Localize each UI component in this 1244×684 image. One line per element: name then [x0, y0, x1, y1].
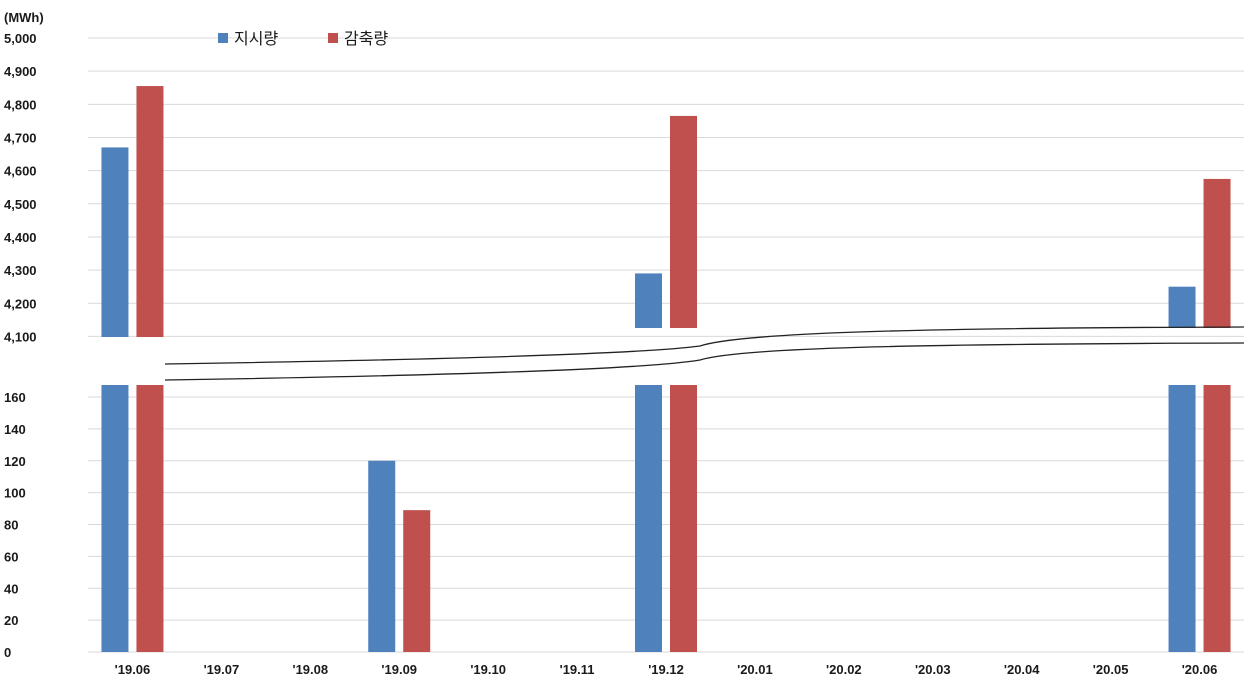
- bar-upper-segment: [101, 147, 129, 337]
- legend-swatch: [328, 33, 338, 43]
- bar-upper-segment: [1203, 178, 1231, 328]
- legend-label: 감축량: [344, 29, 388, 48]
- y-tick-lower: 60: [4, 549, 18, 564]
- legend-swatch: [218, 33, 228, 43]
- y-tick-upper: 4,200: [4, 296, 37, 311]
- bar-lower-segment: [1203, 385, 1231, 652]
- y-tick-upper: 4,600: [4, 164, 37, 179]
- bars: [101, 86, 1231, 652]
- gridlines: [88, 37, 1244, 653]
- y-tick-lower: 40: [4, 581, 18, 596]
- y-tick-lower: 100: [4, 486, 26, 501]
- y-tick-upper: 4,800: [4, 97, 37, 112]
- y-tick-lower: 20: [4, 613, 18, 628]
- bar-upper-segment: [1168, 286, 1196, 328]
- unit-label: (MWh): [4, 10, 44, 25]
- bar-lower-segment: [1168, 385, 1196, 652]
- y-tick-upper: 4,400: [4, 230, 37, 245]
- legend-label: 지시량: [234, 29, 278, 48]
- bar: [403, 510, 431, 652]
- axis-break-line-upper: [164, 326, 1244, 365]
- x-tick-label: '20.05: [1093, 662, 1129, 677]
- y-tick-upper: 5,000: [4, 31, 37, 46]
- bar-lower-segment: [635, 385, 662, 652]
- x-tick-label: '20.04: [1004, 662, 1040, 677]
- axis-break-line-lower: [164, 342, 1244, 381]
- x-tick-label: '19.09: [381, 662, 417, 677]
- x-tick-label: '19.08: [292, 662, 328, 677]
- y-tick-upper: 4,100: [4, 329, 37, 344]
- bar-upper-segment: [136, 86, 164, 337]
- x-tick-label: '20.03: [915, 662, 951, 677]
- y-tick-lower: 0: [4, 645, 11, 660]
- legend: 지시량 감축량: [218, 29, 388, 48]
- x-tick-label: '19.11: [560, 662, 595, 677]
- x-tick-label: '20.02: [826, 662, 862, 677]
- bar-lower-segment: [101, 385, 129, 652]
- y-tick-lower: 140: [4, 422, 26, 437]
- x-tick-label: '19.10: [470, 662, 506, 677]
- axis-break: [164, 326, 1244, 381]
- x-tick-label: '19.07: [204, 662, 240, 677]
- y-axis-ticks: 4,100 4,200 4,300 4,400 4,500 4,600 4,700 4,800…: [4, 31, 37, 660]
- bar: [368, 460, 396, 652]
- bar-lower-segment: [136, 385, 164, 652]
- y-tick-upper: 4,700: [4, 130, 37, 145]
- bar-upper-segment: [670, 115, 697, 328]
- x-tick-label: '20.01: [737, 662, 773, 677]
- bar-upper-segment: [635, 273, 662, 328]
- x-axis-ticks: '19.06 '19.07 '19.08 '19.09 '19.10 '19.11 '19.…: [115, 662, 1218, 677]
- y-tick-upper: 4,300: [4, 263, 37, 278]
- y-tick-upper: 4,500: [4, 197, 37, 212]
- y-tick-lower: 120: [4, 454, 26, 469]
- y-tick-lower: 160: [4, 390, 26, 405]
- bar-lower-segment: [670, 385, 697, 652]
- x-tick-label: '20.06: [1182, 662, 1218, 677]
- y-tick-lower: 80: [4, 518, 18, 533]
- x-tick-label: '19.06: [115, 662, 151, 677]
- x-tick-label: '19.12: [648, 662, 684, 677]
- y-tick-upper: 4,900: [4, 64, 37, 79]
